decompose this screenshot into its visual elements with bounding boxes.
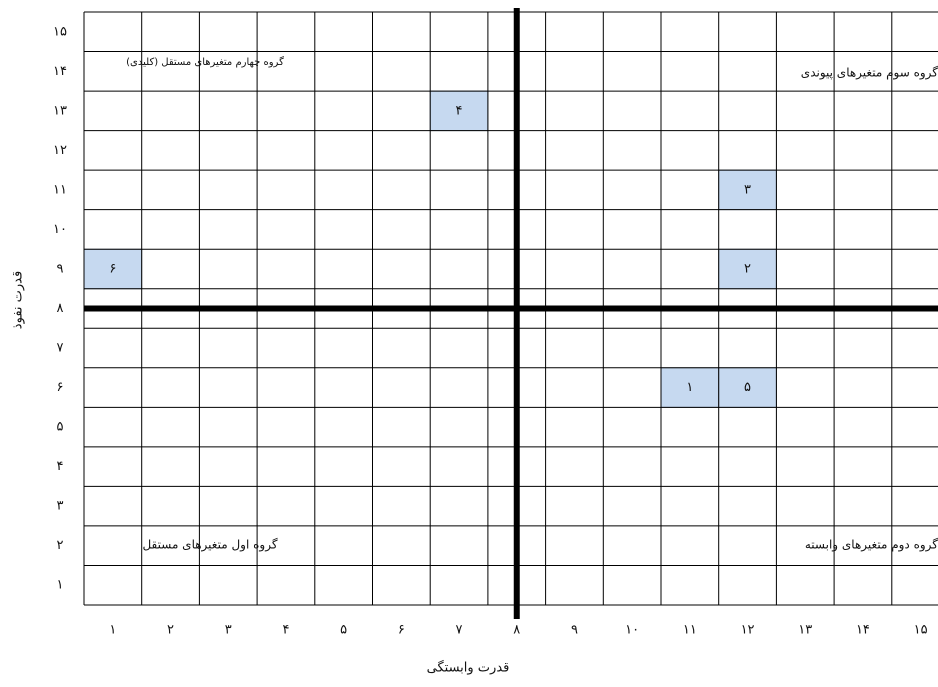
x-axis-title: قدرت وابستگی	[427, 660, 510, 676]
x-tick-label: ۱۰	[625, 623, 639, 638]
x-tick-label: ۴	[282, 623, 289, 638]
cell-label: ۴	[456, 103, 463, 118]
cell-label: ۶	[109, 261, 116, 276]
cell-label: ۵	[744, 380, 751, 395]
quadrant-label: گروه چهارم متغیرهای مستقل (کلیدی)	[126, 56, 284, 68]
y-tick-label: ۶	[57, 380, 64, 395]
x-tick-label: ۱۵	[914, 623, 928, 638]
y-tick-label: ۱۳	[53, 103, 67, 118]
y-tick-label: ۱۵	[53, 24, 67, 39]
y-tick-label: ۷	[57, 341, 64, 356]
x-tick-label: ۳	[225, 623, 232, 638]
quadrant-label: گروه سوم متغیرهای پیوندی	[801, 66, 938, 81]
cell-highlight	[83, 248, 143, 290]
y-tick-label: ۵	[57, 420, 64, 435]
y-tick-label: ۱	[57, 578, 64, 593]
x-tick-label: ۱	[109, 623, 116, 638]
y-tick-label: ۱۴	[53, 64, 67, 79]
y-tick-label: ۱۱	[53, 182, 67, 197]
quadrant-label: گروه دوم متغیرهای وابسته	[805, 538, 938, 553]
y-axis-title: قدرت نفوذ	[11, 271, 26, 329]
x-tick-label: ۱۴	[856, 623, 870, 638]
x-tick-label: ۸	[513, 623, 520, 638]
y-tick-label: ۸	[57, 301, 64, 316]
x-tick-label: ۷	[456, 623, 463, 638]
x-tick-label: ۱۳	[798, 623, 812, 638]
x-tick-label: ۱۲	[741, 623, 755, 638]
cell-highlight	[429, 90, 489, 132]
y-tick-label: ۹	[57, 261, 64, 276]
y-tick-label: ۱۰	[53, 222, 67, 237]
x-tick-label: ۶	[398, 623, 405, 638]
quadrant-label: گروه اول متغیرهای مستقل	[142, 538, 277, 553]
y-tick-label: ۴	[57, 459, 64, 474]
x-tick-label: ۵	[340, 623, 347, 638]
x-tick-label: ۲	[167, 623, 174, 638]
x-tick-label: ۹	[571, 623, 578, 638]
cell-label: ۱	[686, 380, 693, 395]
y-tick-label: ۲	[57, 538, 64, 553]
cell-label: ۲	[744, 261, 751, 276]
cell-label: ۳	[744, 182, 751, 197]
y-tick-label: ۱۲	[53, 143, 67, 158]
x-tick-label: ۱۱	[683, 623, 697, 638]
y-tick-label: ۳	[57, 499, 64, 514]
